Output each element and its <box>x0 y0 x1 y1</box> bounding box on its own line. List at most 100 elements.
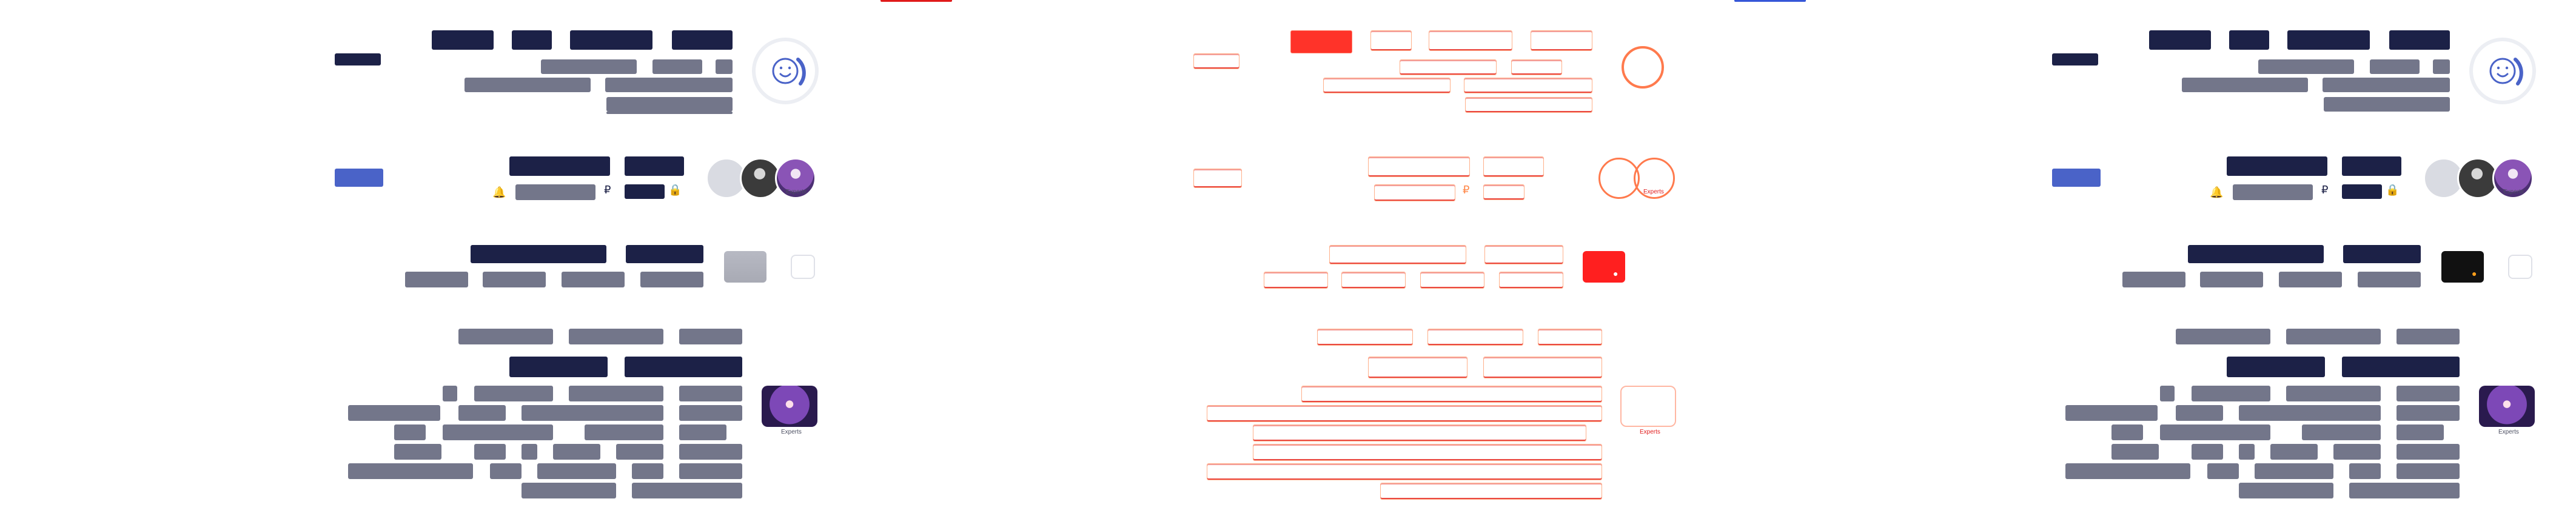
middle-dark-c3 <box>2342 184 2382 199</box>
thumbnail-image-c[interactable] <box>2479 386 2535 427</box>
tc-row4-d <box>2270 444 2318 460</box>
row1-c2 <box>2370 59 2420 74</box>
button-blue[interactable] <box>335 169 383 187</box>
t-row3-c <box>585 424 663 440</box>
panel-original: 🔔 ₽ 🔒 Experts Experts <box>0 0 859 530</box>
tc-row3-b <box>2160 424 2270 440</box>
diff-mid-1 <box>1368 156 1470 177</box>
middle-bar-1 <box>509 156 610 176</box>
diff-t-head-1 <box>1317 329 1413 346</box>
tc-row1-a <box>2160 386 2175 401</box>
card-bar-c2 <box>2343 245 2421 263</box>
tc-row4-c <box>2239 444 2255 460</box>
diff-t-row2 <box>1207 405 1602 422</box>
card-gray-c4 <box>2358 272 2421 287</box>
checkbox[interactable] <box>791 255 815 279</box>
diff-mastercard-icon: ● <box>1613 269 1618 278</box>
top-bar-c3 <box>2287 30 2370 50</box>
avatar-caption: Experts <box>786 189 807 195</box>
t-row4-c <box>522 444 537 460</box>
table-dark-c1 <box>2227 357 2325 377</box>
button-blue-c[interactable] <box>2052 169 2101 187</box>
bell-icon: 🔔 <box>492 186 506 198</box>
table-dark-c2 <box>2342 357 2460 377</box>
diff-avatar-caption: Experts <box>1643 189 1664 195</box>
header-tag-c <box>2052 53 2098 65</box>
diff-t-row3 <box>1253 424 1586 441</box>
card-gray-1 <box>405 272 468 287</box>
diff-r1-1 <box>1400 59 1497 75</box>
table-header-c2 <box>2286 329 2381 344</box>
smiley-icon <box>2489 58 2523 86</box>
tc-row1-b <box>2192 386 2270 401</box>
diff-card-bar-1 <box>1329 245 1466 264</box>
panel-diff: ₽ Experts ● Experts <box>859 0 1717 530</box>
diff-card-gray-3 <box>1420 272 1484 289</box>
tc-row2-c <box>2239 405 2381 421</box>
row2-c1 <box>2182 78 2308 92</box>
diff-t-row5 <box>1207 463 1602 480</box>
tc-row1-c <box>2286 386 2381 401</box>
card-image-c[interactable] <box>2441 251 2484 283</box>
avatar-caption-c: Experts <box>2503 189 2524 195</box>
card-image[interactable] <box>724 251 766 283</box>
t-row5-a <box>348 463 473 479</box>
t-row5-e <box>679 463 742 479</box>
checkbox-c[interactable] <box>2508 255 2532 279</box>
tc-row4-f <box>2397 444 2460 460</box>
tc-row2-d <box>2397 405 2460 421</box>
header-tag <box>335 53 381 65</box>
lock-icon: 🔒 <box>2386 184 2400 196</box>
card-bar-1 <box>471 245 606 263</box>
top-bar-c4 <box>2389 30 2450 50</box>
row3-gray-1 <box>606 97 733 112</box>
diff-top-2 <box>1370 30 1412 51</box>
card-bar-c1 <box>2188 245 2324 263</box>
t-row2-b <box>458 405 506 421</box>
diff-t-dark-2 <box>1483 357 1602 378</box>
t-row4-e <box>616 444 663 460</box>
t-row3-a <box>394 424 426 440</box>
tc-row4-e <box>2333 444 2381 460</box>
diff-t-head-2 <box>1427 329 1523 346</box>
row1-c1 <box>2258 59 2354 74</box>
thumbnail-caption: Experts <box>781 429 802 435</box>
t-row3-b <box>443 424 553 440</box>
diff-card-gray-4 <box>1499 272 1563 289</box>
diff-mid-2 <box>1483 156 1544 177</box>
thumbnail-image[interactable] <box>762 386 817 427</box>
tc-row3-a <box>2111 424 2143 440</box>
diff-header-tag <box>1193 53 1239 69</box>
diff-r2-2 <box>1464 78 1592 93</box>
tc-row3-d <box>2397 424 2444 440</box>
avatar-dark[interactable] <box>740 158 781 199</box>
diff-t-dark-1 <box>1368 357 1467 378</box>
t-row4-d <box>553 444 600 460</box>
tc-row5-e <box>2397 463 2460 479</box>
avatar-purple-c[interactable] <box>2492 158 2534 199</box>
avatar-purple[interactable] <box>775 158 816 199</box>
tc-row6-b <box>2349 483 2460 498</box>
row1-c3 <box>2433 59 2450 74</box>
diff-thumbnail <box>1620 386 1676 427</box>
row2-c2 <box>2323 78 2450 92</box>
diff-ruble-icon: ₽ <box>1463 184 1470 196</box>
top-bar-1 <box>432 30 494 50</box>
thumbnail-caption-c: Experts <box>2498 429 2519 435</box>
table-dark-1 <box>509 357 608 377</box>
top-bar-c1 <box>2149 30 2211 50</box>
middle-gray-1 <box>515 184 595 200</box>
t-row6-b <box>632 483 742 498</box>
avatar-dark-c[interactable] <box>2457 158 2498 199</box>
diff-card-bar-2 <box>1484 245 1563 264</box>
smiley-avatar-c[interactable] <box>2469 38 2536 104</box>
ruble-icon-c: ₽ <box>2321 184 2329 196</box>
tc-row1-d <box>2397 386 2460 401</box>
tc-row5-a <box>2065 463 2190 479</box>
t-row1-a <box>443 386 457 401</box>
card-gray-3 <box>562 272 625 287</box>
tc-row2-a <box>2065 405 2158 421</box>
bell-icon: 🔔 <box>2210 186 2224 198</box>
top-bar-2 <box>512 30 552 50</box>
smiley-avatar[interactable] <box>752 38 819 104</box>
